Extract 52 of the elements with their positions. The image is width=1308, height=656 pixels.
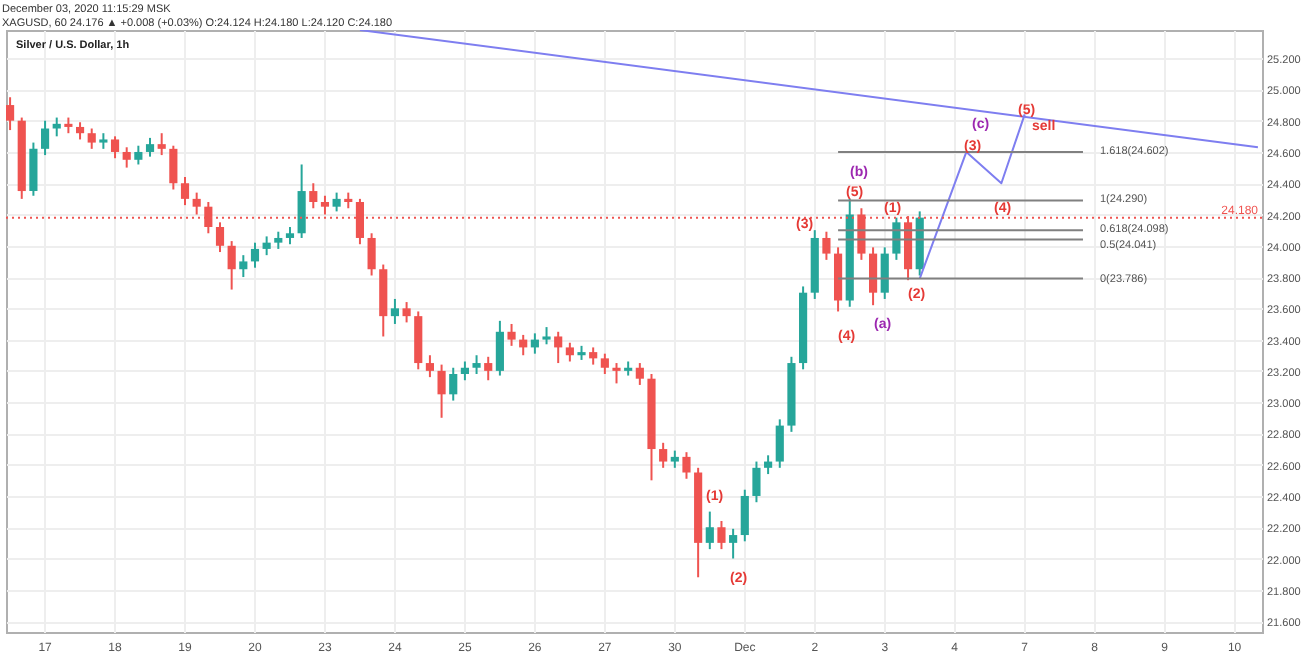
candlestick: [682, 451, 691, 480]
candlestick: [157, 132, 166, 157]
candlestick: [227, 240, 236, 291]
candlestick: [834, 246, 843, 313]
candlestick: [437, 363, 446, 419]
candlestick: [612, 362, 621, 385]
candlestick: [145, 136, 155, 158]
candlestick: [880, 246, 889, 300]
candlestick: [764, 454, 773, 476]
candlestick: [507, 322, 516, 347]
candlestick: [402, 301, 411, 324]
candlestick: [495, 319, 504, 377]
candlestick: [367, 232, 376, 277]
candlestick: [134, 144, 143, 166]
candlestick: [192, 191, 201, 216]
candlestick: [472, 354, 481, 375]
candlestick: [87, 127, 96, 150]
candlestick: [29, 141, 38, 197]
candlestick: [868, 246, 878, 307]
candlestick: [705, 510, 714, 551]
candlestick: [425, 354, 434, 379]
candlestick: [122, 146, 131, 169]
candlestick: [297, 163, 306, 239]
candlestick: [460, 360, 469, 382]
candlestick: [414, 310, 423, 371]
candlestick: [169, 144, 178, 191]
candlestick: [250, 241, 260, 269]
candlestick: [717, 519, 726, 551]
candlestick: [484, 355, 493, 382]
candlestick: [600, 352, 609, 375]
candlestick: [740, 488, 749, 543]
candlestick: [390, 297, 400, 325]
candlestick: [239, 254, 248, 279]
candlestick: [822, 230, 831, 261]
candlestick: [262, 235, 271, 257]
candlestick: [659, 441, 668, 469]
candlestick: [565, 341, 574, 363]
candlestick: [309, 182, 318, 210]
candlestick: [775, 418, 784, 469]
candlestick: [449, 366, 458, 402]
candlestick: [729, 527, 738, 560]
candlestick: [110, 135, 120, 160]
candlestick: [40, 119, 50, 157]
candlestick: [180, 175, 190, 207]
candlestick: [52, 116, 61, 138]
candlestick: [6, 96, 15, 132]
candlestick: [635, 362, 644, 386]
candlestick: [332, 191, 341, 213]
candlestick: [752, 460, 761, 504]
candlestick: [215, 221, 225, 254]
candlestick: [554, 330, 563, 365]
candlestick: [379, 263, 388, 338]
